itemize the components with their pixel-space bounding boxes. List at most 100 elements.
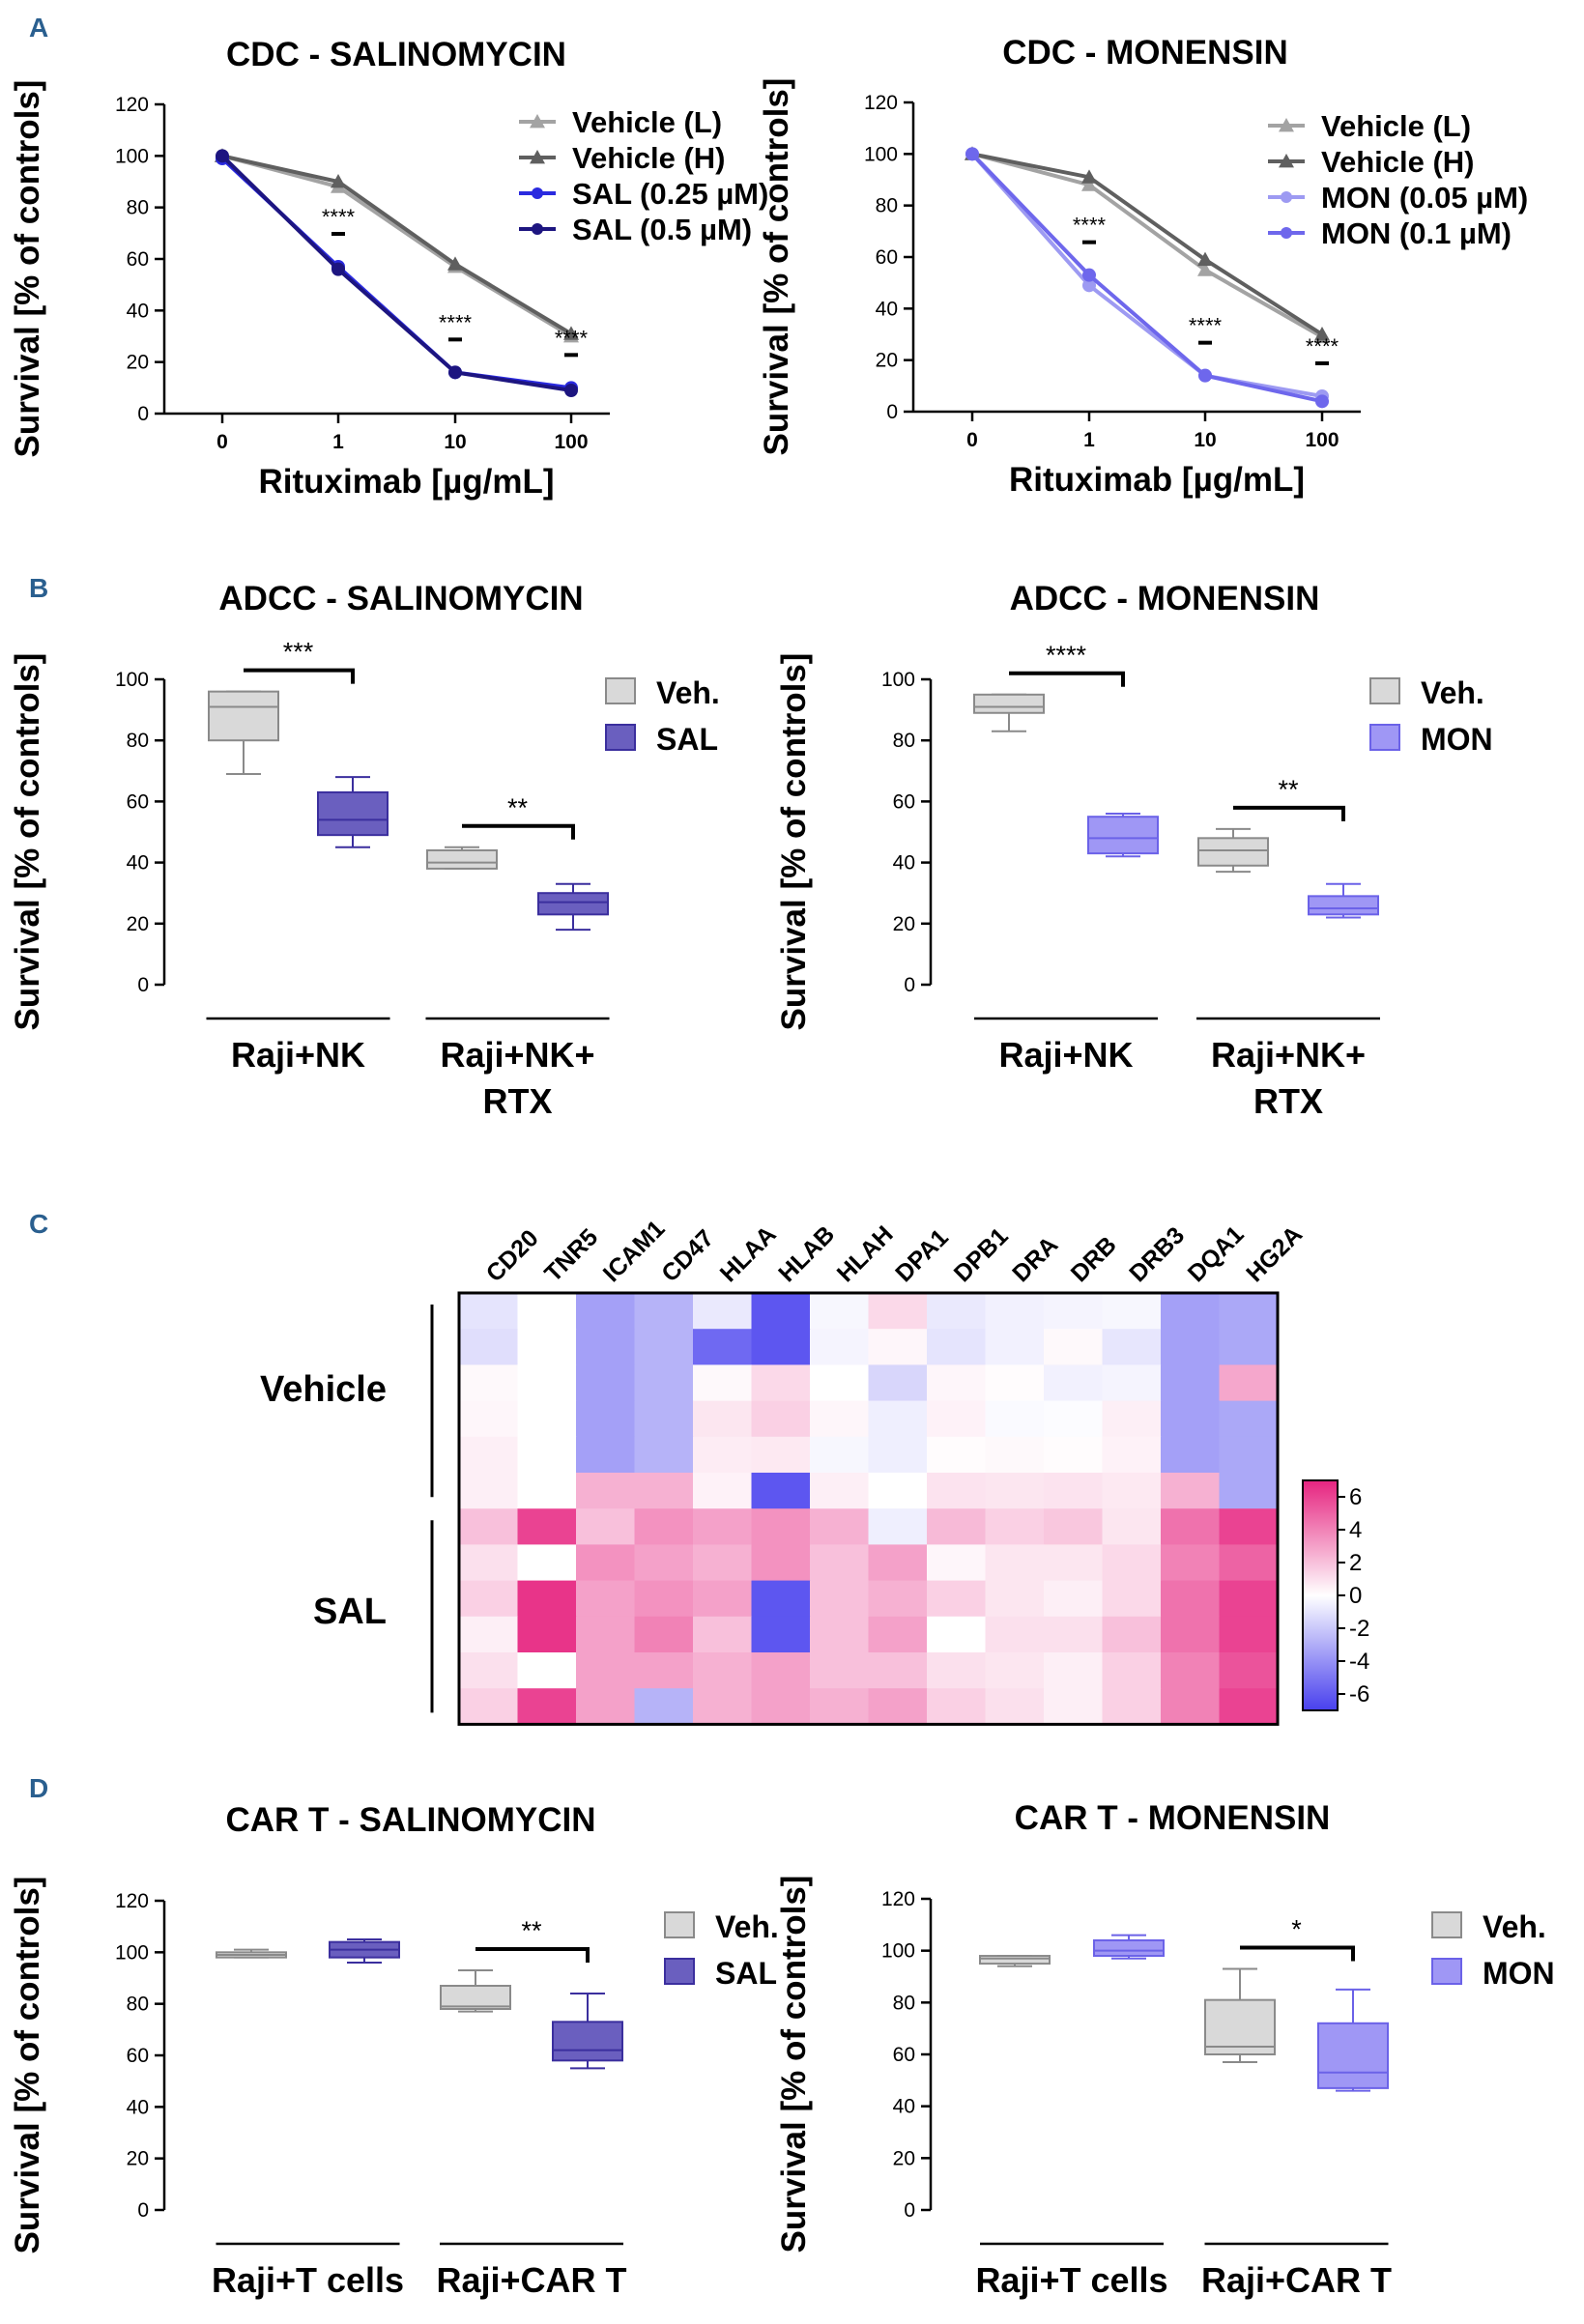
- heatmap-cell: [517, 1473, 577, 1509]
- y-tick-label: 100: [881, 669, 915, 691]
- data-point: [532, 187, 543, 199]
- box-body: [426, 848, 498, 870]
- data-point: [1197, 262, 1213, 276]
- group-label: Raji+T cells: [212, 2260, 404, 2300]
- heatmap-cell: [985, 1293, 1045, 1330]
- heatmap-cell: [1044, 1652, 1104, 1689]
- data-point: [1279, 154, 1294, 168]
- heatmap-cell: [810, 1364, 870, 1402]
- data-point: [532, 223, 543, 235]
- heatmap-cell: [1161, 1616, 1221, 1653]
- group-label: RTX: [1253, 1081, 1323, 1121]
- heatmap-cell: [1102, 1616, 1162, 1653]
- heatmap-cell: [693, 1293, 753, 1330]
- heatmap-cell: [810, 1688, 870, 1725]
- heatmap-cell: [459, 1293, 519, 1330]
- heatmap-cell: [634, 1652, 694, 1689]
- heatmap-cell: [459, 1436, 519, 1474]
- significance-bracket: [244, 668, 355, 684]
- heatmap-cell: [1102, 1688, 1162, 1725]
- legend-swatch: [664, 1958, 695, 1985]
- chart-title: ADCC - MONENSIN: [1010, 580, 1320, 617]
- y-tick-label: 40: [127, 300, 149, 322]
- legend-label: MON (0.05 µM): [1321, 181, 1528, 215]
- heatmap-cell: [1044, 1364, 1104, 1402]
- heatmap-cell: [576, 1616, 636, 1653]
- colorbar-tick-label: 6: [1349, 1484, 1362, 1510]
- box-body: [552, 2021, 623, 2062]
- heatmap-cell: [1219, 1473, 1279, 1509]
- heatmap-cell: [576, 1436, 636, 1474]
- heatmap-cell: [751, 1688, 811, 1725]
- heatmap-cell: [1044, 1580, 1104, 1618]
- data-point: [448, 365, 462, 380]
- box-chart-car-t-salinomycin: CAR T - SALINOMYCIN Survival [% of contro…: [9, 1801, 779, 2300]
- series-line: [221, 154, 573, 338]
- heatmap-cell: [751, 1473, 811, 1509]
- heatmap-cell: [517, 1580, 577, 1618]
- series-line: [971, 152, 1324, 336]
- y-tick-label: 40: [893, 852, 915, 875]
- data-point: [530, 114, 545, 129]
- heatmap-cell: [459, 1364, 519, 1402]
- heatmap-cell: [693, 1473, 753, 1509]
- heatmap-cell: [1044, 1508, 1104, 1545]
- heatmap-column-label: DPB1: [949, 1222, 1014, 1287]
- heatmap-cell: [985, 1473, 1045, 1509]
- heatmap-cell: [810, 1436, 870, 1474]
- x-axis-label: Rituximab [µg/mL]: [259, 463, 555, 501]
- significance-label: **: [1278, 775, 1299, 804]
- heatmap-cell: [810, 1400, 870, 1438]
- y-tick-label: 40: [127, 2096, 149, 2118]
- heatmap-cell: [693, 1329, 753, 1365]
- heatmap-cell: [985, 1652, 1045, 1689]
- y-tick-label: 60: [893, 2044, 915, 2066]
- heatmap-cell: [751, 1293, 811, 1330]
- y-tick-label: 100: [881, 1940, 915, 1963]
- heatmap-cell: [985, 1400, 1045, 1438]
- y-tick-label: 40: [893, 2096, 915, 2118]
- svg-text:C: C: [29, 1209, 48, 1239]
- significance-label: ****: [439, 310, 473, 334]
- row-group-label: SAL: [313, 1592, 387, 1632]
- heatmap-cell: [634, 1473, 694, 1509]
- heatmap-panel-c: CD20TNR5ICAM1CD47HLAAHLABHLAHDPA1DPB1DRA…: [260, 1215, 1369, 1726]
- heatmap-cell: [517, 1400, 577, 1438]
- heatmap-cell: [1219, 1616, 1279, 1653]
- heatmap-cell: [634, 1364, 694, 1402]
- heatmap-cell: [693, 1400, 753, 1438]
- y-tick-label: 0: [137, 403, 149, 425]
- svg-text:A: A: [29, 13, 48, 43]
- heatmap-cell: [576, 1473, 636, 1509]
- heatmap-cell: [1102, 1473, 1162, 1509]
- heatmap-column-label: DRB3: [1124, 1221, 1190, 1287]
- heatmap-cell: [576, 1508, 636, 1545]
- heatmap-cell: [634, 1436, 694, 1474]
- box-body: [208, 690, 279, 742]
- heatmap-cell: [751, 1364, 811, 1402]
- heatmap-cell: [868, 1329, 928, 1365]
- significance-label: ****: [322, 205, 356, 229]
- data-point: [216, 149, 229, 163]
- heatmap-cell: [751, 1580, 811, 1618]
- significance-bracket: [1233, 805, 1345, 821]
- series-line: [220, 157, 572, 390]
- data-point: [530, 150, 545, 164]
- heatmap-cell: [868, 1293, 928, 1330]
- series-line: [970, 152, 1323, 404]
- heatmap-cell: [927, 1364, 987, 1402]
- heatmap-cell: [1044, 1688, 1104, 1725]
- panel-label-a: A: [29, 13, 48, 43]
- y-tick-label: 80: [127, 1994, 149, 2016]
- line-chart-cdc-monensin: CDC - MONENSIN Survival [% of controls] 0 2…: [758, 34, 1528, 499]
- heatmap-column-label: HG2A: [1241, 1220, 1308, 1287]
- heatmap-cell: [985, 1436, 1045, 1474]
- box-body: [1093, 1938, 1165, 1958]
- heatmap-cell: [751, 1544, 811, 1582]
- heatmap-cell: [693, 1652, 753, 1689]
- heatmap-column-label: CD20: [481, 1224, 544, 1287]
- y-tick-label: 20: [893, 2147, 915, 2169]
- heatmap-cell: [576, 1364, 636, 1402]
- heatmap-cell: [1161, 1688, 1221, 1725]
- heatmap-cell: [693, 1580, 753, 1618]
